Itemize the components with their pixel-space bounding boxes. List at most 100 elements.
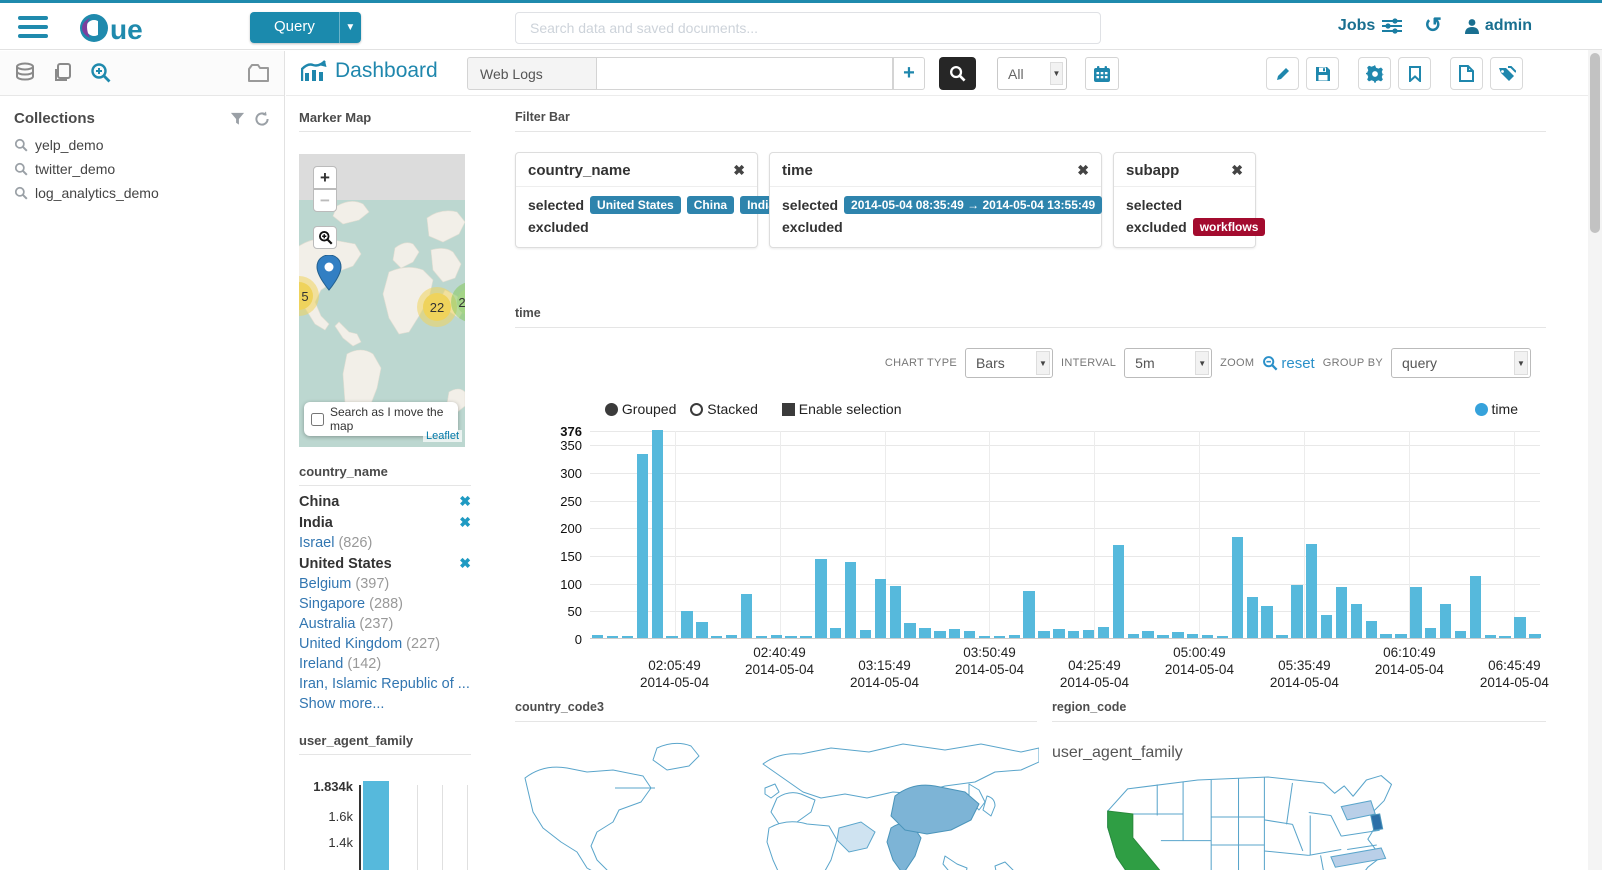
time-bar[interactable] [1410,587,1422,638]
new-document-button[interactable] [1450,57,1483,90]
dashboard-search-input[interactable] [597,57,893,90]
query-split-button[interactable]: Query ▼ [250,12,361,43]
search-as-move-checkbox[interactable] [311,411,324,427]
facet-item[interactable]: United Kingdom (227) [299,634,471,654]
time-bar[interactable] [1023,590,1035,638]
us-choropleth-map[interactable] [1087,768,1427,870]
time-bar[interactable] [1097,626,1110,638]
facet-item-label[interactable]: India [299,514,333,531]
close-icon[interactable]: ✖ [1231,162,1243,178]
time-bar[interactable] [904,623,916,638]
time-bar[interactable] [592,634,604,638]
ua-family-chart[interactable]: 1.834k 1.6k 1.4k [299,779,471,870]
time-bar[interactable] [934,631,946,638]
close-icon[interactable]: ✖ [733,162,745,178]
tags-button[interactable] [1490,57,1523,90]
filter-pill[interactable]: 2014-05-04 08:35:49 → 2014-05-04 13:55:4… [844,196,1103,214]
collection-item[interactable]: log_analytics_demo [0,181,284,205]
time-bar[interactable] [1350,603,1362,638]
database-icon[interactable] [14,62,36,84]
time-bar[interactable] [1082,630,1095,638]
calendar-button[interactable] [1085,57,1119,90]
time-bar[interactable] [1008,634,1020,638]
time-bar[interactable] [681,611,693,638]
time-bar[interactable] [1038,631,1050,638]
global-search-input[interactable] [515,12,1101,44]
time-bar[interactable] [1187,633,1199,638]
time-bar[interactable] [1053,629,1065,638]
folder-icon[interactable] [247,63,270,84]
time-bar[interactable] [1425,628,1437,638]
time-bar[interactable] [651,430,663,638]
time-bar[interactable] [1291,585,1303,638]
search-submit-button[interactable] [939,57,976,90]
facet-item-label[interactable]: United Kingdom [299,636,403,652]
user-menu[interactable]: admin [1464,17,1532,35]
documents-icon[interactable] [52,62,74,84]
close-icon[interactable]: ✖ [1077,162,1089,178]
facet-item[interactable]: Australia (237) [299,614,471,634]
filter-pill[interactable]: United States [590,196,681,214]
history-icon[interactable]: ↺ [1424,14,1442,37]
time-bar[interactable] [978,636,991,638]
map-zoom-in-button[interactable]: + [313,166,337,189]
save-button[interactable] [1306,57,1339,90]
time-bar[interactable] [1529,633,1541,638]
facet-item-label[interactable]: Iran, Islamic Republic of ... [299,676,470,692]
time-bar[interactable] [993,636,1005,638]
time-bar[interactable] [1246,597,1258,638]
time-bar[interactable] [606,636,619,638]
time-bar[interactable] [621,636,634,638]
time-bar[interactable] [636,453,648,638]
time-bar[interactable] [755,636,767,638]
time-bar[interactable] [1112,545,1124,638]
time-bar[interactable] [1231,536,1243,638]
filter-pill[interactable]: China [686,196,735,214]
query-button-label[interactable]: Query [250,12,339,43]
time-bar[interactable] [800,636,812,638]
grouped-radio[interactable]: Grouped [605,401,676,417]
facet-item-label[interactable]: China [299,493,340,510]
time-bar[interactable] [1469,576,1481,638]
time-bar[interactable] [1142,631,1154,638]
query-caret-icon[interactable]: ▼ [338,12,361,43]
facet-item-label[interactable]: United States [299,555,392,572]
settings-button[interactable] [1358,57,1391,90]
facet-item[interactable]: India ✖ [299,512,471,533]
map-cluster-22[interactable]: 22 [423,293,451,321]
facet-remove-icon[interactable]: ✖ [459,555,471,571]
facet-item-label[interactable]: Australia [299,616,356,632]
stacked-radio[interactable]: Stacked [690,401,758,417]
time-bar[interactable] [1514,616,1526,638]
zoom-reset-link[interactable]: reset [1262,355,1315,372]
jobs-link[interactable]: Jobs [1338,17,1403,35]
map-zoom-out-button[interactable]: − [313,189,337,212]
time-bar[interactable] [696,621,708,638]
time-bar[interactable] [815,559,827,638]
hamburger-menu-icon[interactable] [18,16,48,40]
time-bar[interactable] [711,636,723,638]
time-bar[interactable] [1365,621,1377,638]
time-bar[interactable] [740,594,753,638]
group-by-select[interactable]: query ▼ [1391,348,1531,378]
time-bar[interactable] [1068,631,1080,638]
interval-select[interactable]: 5m ▼ [1124,348,1213,378]
collection-item[interactable]: twitter_demo [0,157,284,181]
filter-pill[interactable]: workflows [1192,218,1266,236]
facet-item[interactable]: Iran, Islamic Republic of ... [299,674,471,694]
facet-item[interactable]: Singapore (288) [299,594,471,614]
marker-map[interactable]: + − 5 22 2 Search as I move the ma [299,154,465,447]
bookmark-button[interactable] [1398,57,1431,90]
enable-selection-checkbox[interactable]: Enable selection [781,401,902,417]
time-bar[interactable] [785,636,797,638]
time-bar[interactable] [1261,605,1273,638]
time-bar[interactable] [1395,633,1407,638]
scope-select[interactable]: All ▼ [997,57,1067,90]
time-bar[interactable] [1157,635,1169,638]
facet-remove-icon[interactable]: ✖ [459,493,471,509]
time-bar[interactable] [1439,603,1452,638]
facet-item[interactable]: China ✖ [299,491,471,512]
facet-item[interactable]: Belgium (397) [299,574,471,594]
hue-logo[interactable]: ue [80,10,176,46]
time-bar[interactable] [1306,543,1318,638]
